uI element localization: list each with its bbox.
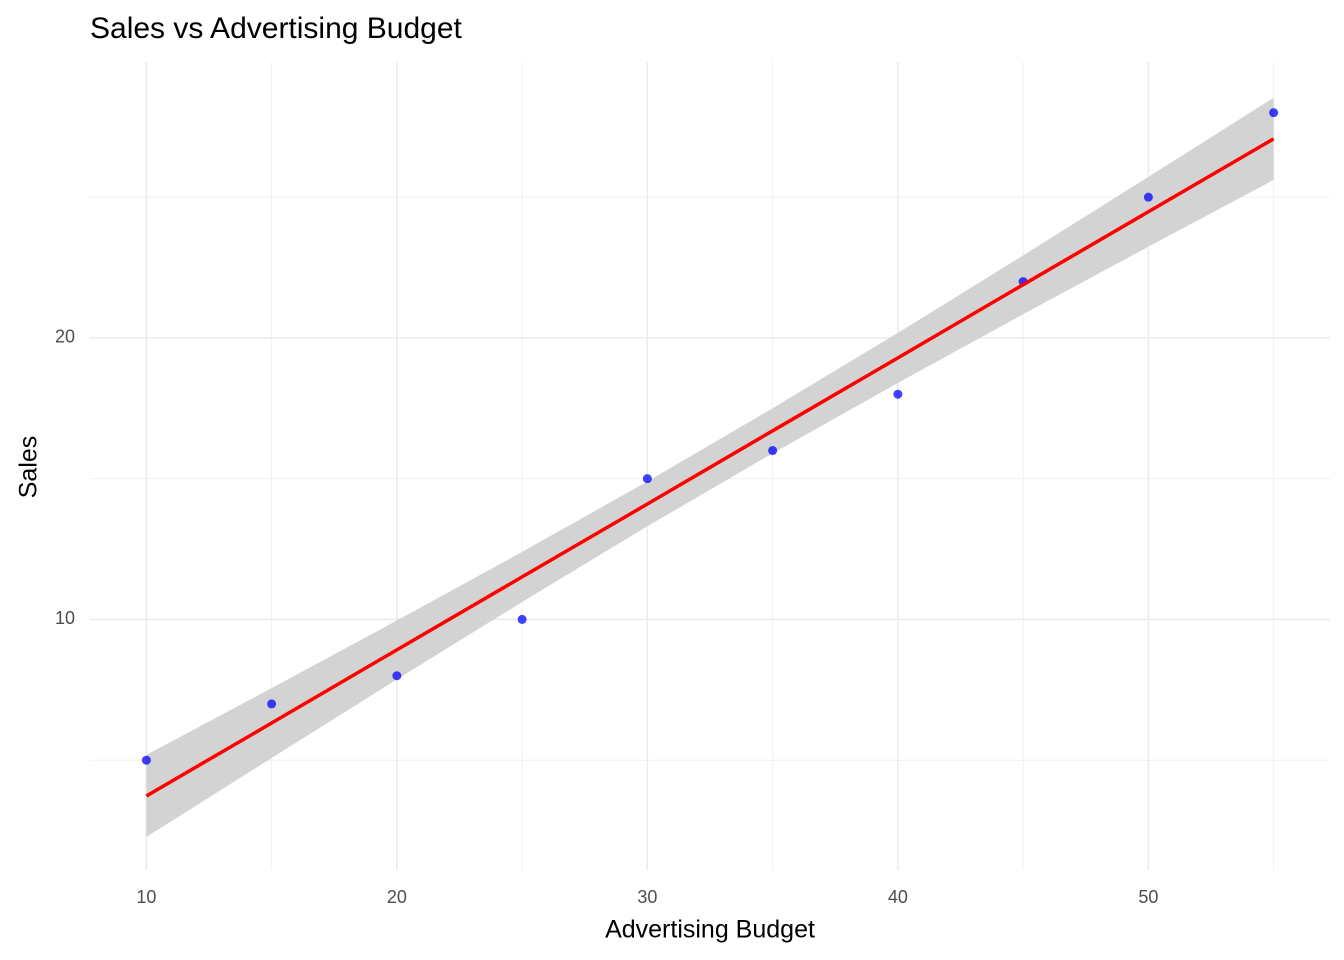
point xyxy=(517,614,527,624)
point xyxy=(1269,108,1279,118)
point xyxy=(768,446,778,456)
y-axis-label: Sales xyxy=(15,436,43,499)
x-tick-label: 50 xyxy=(1138,887,1158,907)
x-tick-label: 20 xyxy=(387,887,407,907)
x-tick-label: 40 xyxy=(888,887,908,907)
y-tick-label: 10 xyxy=(55,608,75,628)
point xyxy=(642,474,652,484)
point xyxy=(893,389,903,399)
fit-line xyxy=(145,137,1275,798)
x-tick-label: 10 xyxy=(136,887,156,907)
chart-title: Sales vs Advertising Budget xyxy=(90,12,463,45)
x-tick-label: 30 xyxy=(637,887,657,907)
x-axis-label: Advertising Budget xyxy=(605,916,815,944)
point xyxy=(267,699,277,709)
point xyxy=(392,671,402,681)
y-tick-label: 20 xyxy=(55,327,75,347)
point xyxy=(1143,192,1153,202)
point xyxy=(141,755,151,765)
